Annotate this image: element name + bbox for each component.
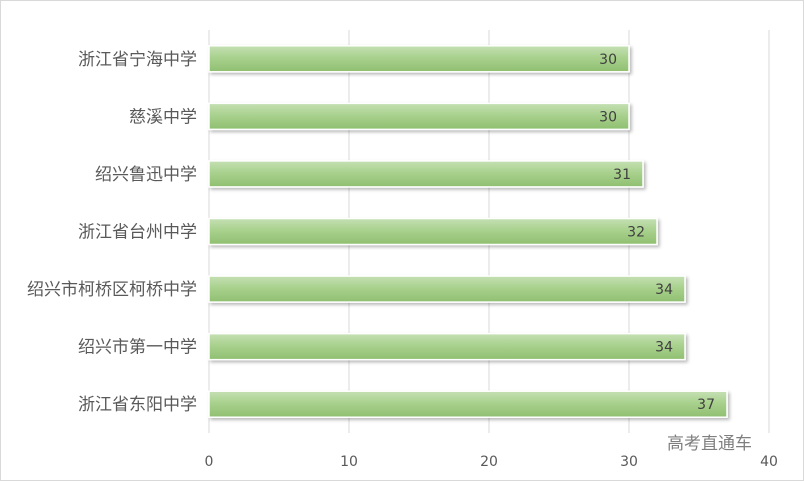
bar	[208, 160, 644, 188]
x-tick-label: 10	[340, 454, 358, 470]
category-label: 绍兴市第一中学	[78, 338, 197, 358]
data-label: 30	[599, 52, 617, 68]
category-label: 浙江省宁海中学	[78, 50, 197, 70]
data-label: 37	[697, 397, 715, 413]
category-label: 浙江省东阳中学	[78, 395, 197, 415]
labels: 0 10 20 30 40 浙江省宁海中学 30 慈溪中学 30 绍兴鲁迅中学 31 浙江省台州中学 3…	[27, 50, 778, 470]
bars	[208, 45, 728, 418]
bar	[208, 332, 686, 361]
category-label: 绍兴鲁迅中学	[95, 165, 197, 185]
bar	[208, 390, 728, 418]
category-label: 慈溪中学	[129, 107, 197, 127]
category-label: 浙江省台州中学	[78, 223, 197, 243]
data-label: 34	[655, 282, 673, 298]
data-label: 32	[627, 225, 645, 241]
x-tick-label: 40	[760, 454, 778, 470]
x-tick-label: 30	[620, 454, 638, 470]
watermark-text: 高考直通车	[667, 434, 752, 454]
bar	[208, 45, 630, 73]
bar	[208, 275, 686, 303]
data-label: 31	[613, 167, 631, 183]
x-tick-label: 20	[480, 454, 498, 470]
data-label: 34	[655, 340, 673, 356]
bar	[208, 217, 658, 246]
data-label: 30	[599, 109, 617, 125]
x-tick-label: 0	[205, 454, 214, 470]
category-label: 绍兴市柯桥区柯桥中学	[27, 280, 197, 300]
bar	[208, 102, 630, 131]
